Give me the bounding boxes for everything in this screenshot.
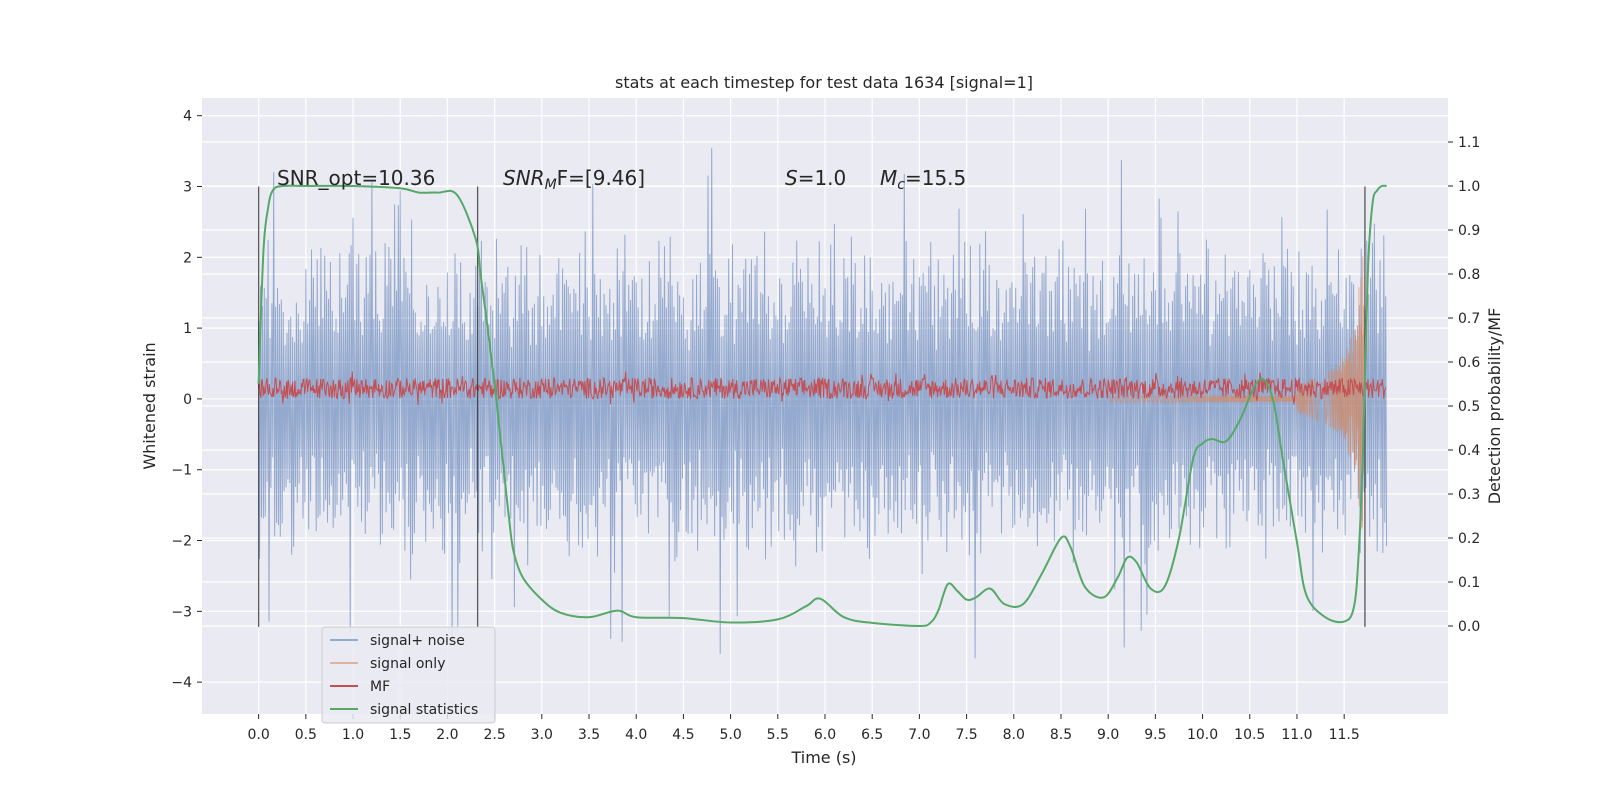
x-tick-label: 7.5 [955,727,977,743]
y-tick-label: −2 [171,534,192,550]
x-tick-label: 8.5 [1050,727,1072,743]
x-axis-label: Time (s) [790,748,856,767]
annotation-mc: Mc=15.5 [880,166,966,193]
annotation-snr-mf: SNRMF=[9.46] [503,166,645,193]
x-tick-label: 5.5 [767,727,789,743]
x-tick-label: 5.0 [719,727,741,743]
y-tick-label: −1 [171,463,192,479]
x-tick-label: 10.0 [1187,727,1218,743]
y-right-tick-label: 1.0 [1458,179,1480,195]
x-tick-label: 3.0 [531,727,553,743]
annotation-mc-sub: c [897,177,905,193]
x-tick-label: 6.0 [814,727,836,743]
y-right-tick-label: 0.3 [1458,487,1480,503]
annotation-snr-mf-sub: M [545,177,557,193]
y-right-tick-label: 0.8 [1458,267,1480,283]
annotation-s: S=1.0 [785,166,846,190]
x-tick-label: 7.0 [908,727,930,743]
legend: signal+ noise signal only MF signal stat… [321,626,496,724]
x-tick-label: 6.5 [861,727,883,743]
x-tick-label: 1.0 [342,727,364,743]
y-tick-label: −4 [171,675,192,691]
x-tick-label: 11.0 [1281,727,1312,743]
y-right-tick-label: 0.7 [1458,311,1480,327]
y-axis-label: Whitened strain [140,342,159,469]
legend-box [321,626,496,724]
y-right-tick-label: 0.4 [1458,443,1480,459]
annotation-snr-mf-main: SNR [503,166,545,190]
x-tick-label: 2.0 [436,727,458,743]
x-tick-label: 2.5 [483,727,505,743]
x-tick-label: 0.0 [248,727,270,743]
annotation-s-main: S [785,166,798,190]
y-right-tick-label: 0.1 [1458,575,1480,591]
x-tick-label: 8.0 [1003,727,1025,743]
y-tick-label: 4 [183,109,192,125]
series-mf [258,371,1387,405]
annotation-s-rest: =1.0 [798,166,847,190]
y-right-tick-label: 0.2 [1458,531,1480,547]
y-axis-right-label: Detection probability/MF [1485,308,1504,505]
grid-lines [202,98,1448,714]
series-signal-statistics [257,184,1387,628]
legend-label-signal-only: signal only [370,656,445,672]
y-tick-label: −3 [171,604,192,620]
annotations: SNR_opt=10.36 SNRMF=[9.46] S=1.0 Mc=15.5 [277,166,966,193]
y-right-tick-label: 0.5 [1458,399,1480,415]
y-tick-label: 2 [183,250,192,266]
chart-title: stats at each timestep for test data 163… [615,73,1033,92]
y-right-tick-label: 0.0 [1458,619,1480,635]
x-tick-label: 9.0 [1097,727,1119,743]
y-tick-label: 3 [183,180,192,196]
series-signal-noise [258,147,1388,659]
legend-label-signal-statistics: signal statistics [370,702,478,718]
series-signal-only [1107,256,1366,530]
x-tick-label: 10.5 [1234,727,1265,743]
legend-label-mf: MF [370,679,390,695]
x-tick-label: 0.5 [295,727,317,743]
x-tick-label: 11.5 [1329,727,1360,743]
x-tick-label: 1.5 [389,727,411,743]
x-tick-label: 3.5 [578,727,600,743]
annotation-mc-rest: =15.5 [905,166,966,190]
y-right-tick-label: 0.9 [1458,223,1480,239]
legend-label-signal-noise: signal+ noise [370,633,465,649]
y-tick-label: 0 [183,392,192,408]
data-series [257,147,1388,659]
y-tick-label: 1 [183,321,192,337]
axes: 0.0 0.5 1.0 1.5 2.0 2.5 3.0 3.5 4.0 4.5 5.0 5.5 6.0 6… [171,109,1480,743]
y-right-tick-label: 0.6 [1458,355,1480,371]
annotation-snr-opt: SNR_opt=10.36 [277,166,435,190]
x-tick-label: 4.0 [625,727,647,743]
x-tick-label: 9.5 [1144,727,1166,743]
y-right-tick-label: 1.1 [1458,135,1480,151]
x-tick-label: 4.5 [672,727,694,743]
annotation-snr-mf-rest: F=[9.46] [557,166,645,190]
annotation-mc-main: M [880,166,897,190]
